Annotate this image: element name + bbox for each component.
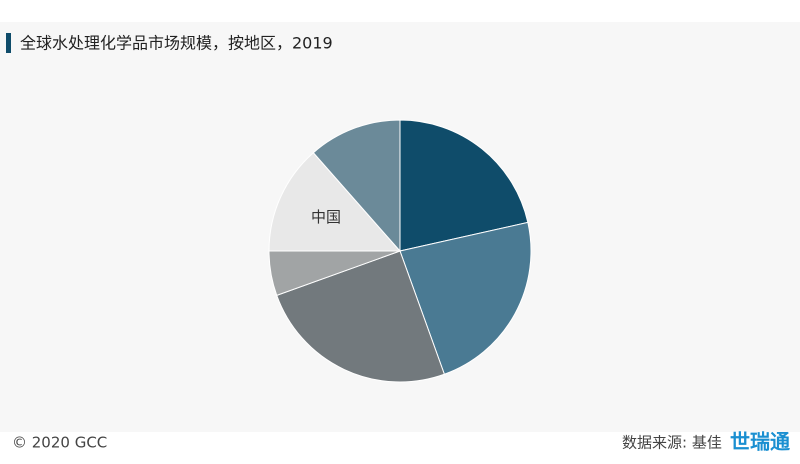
title-marker [6,33,11,53]
source-note: 数据来源: 基佳 [622,434,722,452]
pie-slice [312,119,401,253]
footer-copyright: © 2020 GCC [12,434,107,452]
chart-title: 全球水处理化学品市场规模，按地区，2019 [20,34,333,53]
slice-label: 中国 [311,208,341,226]
logo: 世瑞通 [730,430,790,454]
pie: 中国 [268,119,532,383]
pie-slice [399,119,529,252]
pie-slice [399,221,532,375]
pie-slice [276,250,446,383]
pie-slice [268,152,402,252]
